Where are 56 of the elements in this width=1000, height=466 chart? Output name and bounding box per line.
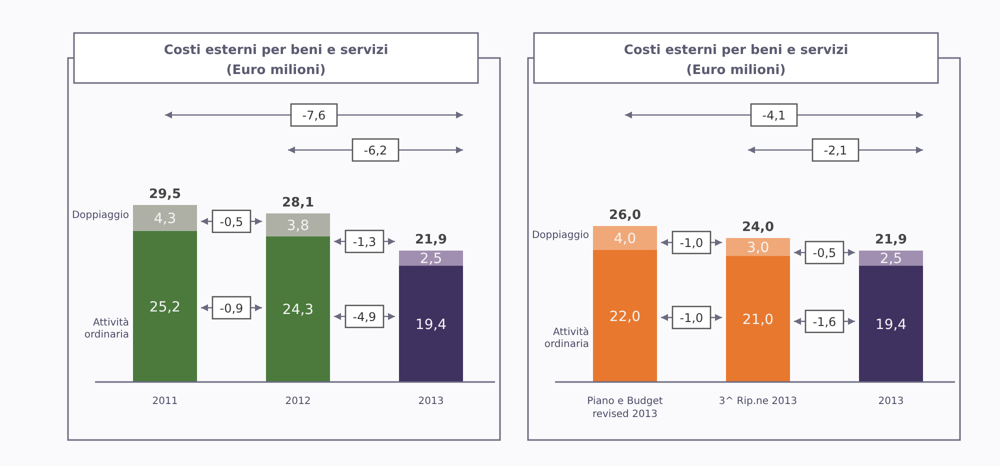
data-label: 3,0 xyxy=(746,240,770,256)
annotation: -1,6 xyxy=(812,314,836,329)
total-label: 21,9 xyxy=(414,232,448,248)
series-label: Doppiaggio xyxy=(532,230,589,241)
annotation: -1,0 xyxy=(680,236,704,250)
series-label: Doppiaggio xyxy=(72,210,129,221)
text: -7,6 xyxy=(302,108,326,122)
bar xyxy=(399,266,463,382)
data-label: 3,8 xyxy=(286,218,310,234)
data-label: 19,4 xyxy=(415,316,447,333)
data-label: 2,5 xyxy=(880,251,902,268)
data-label: 21,0 xyxy=(742,312,774,328)
series-label: Attività ordinaria xyxy=(544,327,589,350)
x-tick-label: 2013 xyxy=(878,396,904,407)
data-label: 22,0 xyxy=(609,309,641,325)
x-tick-label: 2012 xyxy=(285,396,311,407)
chart-subtitle: (Euro milioni) xyxy=(226,63,326,78)
data-label: 24,3 xyxy=(282,302,314,318)
annotation: -0,5 xyxy=(812,246,836,260)
total-label: 29,5 xyxy=(148,187,182,202)
series-label: Attività ordinaria xyxy=(84,317,129,340)
data-label: 4,0 xyxy=(614,231,636,247)
data-label: 25,2 xyxy=(149,299,181,316)
total-label: 21,9 xyxy=(874,232,908,248)
annotation: -0,5 xyxy=(220,214,244,229)
bar xyxy=(133,230,197,382)
x-tick-label: 2013 xyxy=(418,396,444,407)
annotation: -1,0 xyxy=(680,311,704,325)
text: -2,1 xyxy=(824,144,848,158)
annotation: -0,9 xyxy=(220,301,244,316)
bar xyxy=(859,266,923,382)
text: -6,2 xyxy=(364,144,388,158)
chart-subtitle: (Euro milioni) xyxy=(686,63,786,78)
total-label: 24,0 xyxy=(742,220,774,235)
x-tick-label: 3^ Rip.ne 2013 xyxy=(718,396,798,407)
bar xyxy=(266,236,330,382)
bar xyxy=(726,238,790,256)
text: -4,1 xyxy=(762,108,786,122)
bar xyxy=(726,256,790,382)
bar xyxy=(266,213,330,236)
total-label: 28,1 xyxy=(282,195,314,210)
bar xyxy=(859,250,923,266)
data-label: 4,3 xyxy=(154,210,176,227)
bar xyxy=(399,250,463,266)
x-tick-label: Piano e Budget revised 2013 xyxy=(587,396,663,420)
annotation: -4,9 xyxy=(352,310,376,324)
total-label: 26,0 xyxy=(608,208,642,223)
annotation: -1,3 xyxy=(352,234,376,249)
bar xyxy=(593,250,657,382)
bar xyxy=(133,205,197,231)
bar xyxy=(593,226,657,250)
chart-title: Costi esterni per beni e servizi xyxy=(164,43,388,58)
data-label: 2,5 xyxy=(420,251,442,268)
chart-title: Costi esterni per beni e servizi xyxy=(624,43,848,58)
x-tick-label: 2011 xyxy=(152,396,178,407)
data-label: 19,4 xyxy=(875,316,907,333)
